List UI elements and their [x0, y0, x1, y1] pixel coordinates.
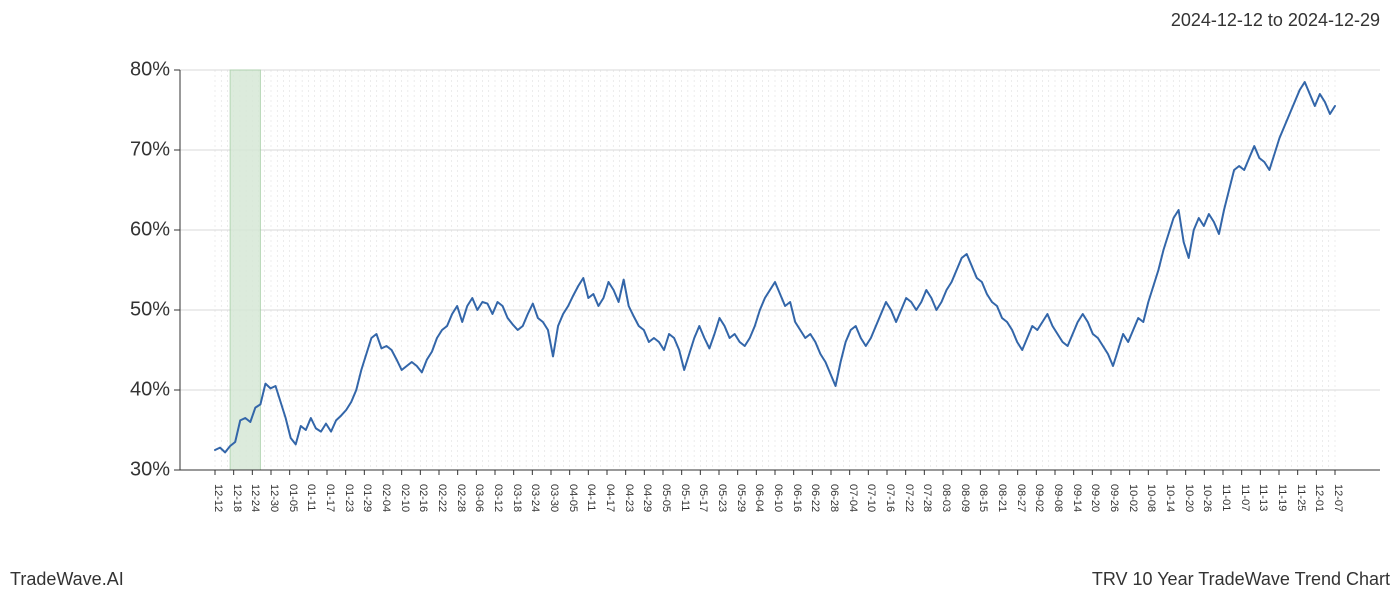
- x-tick-label: 01-23: [343, 484, 355, 512]
- x-tick-label: 10-20: [1183, 484, 1195, 512]
- x-tick-label: 07-04: [847, 484, 859, 512]
- x-tick-label: 10-02: [1127, 484, 1139, 512]
- x-tick-label: 06-04: [753, 484, 765, 512]
- x-tick-label: 01-29: [361, 484, 373, 512]
- x-tick-label: 02-28: [455, 484, 467, 512]
- x-tick-label: 08-27: [1015, 484, 1027, 512]
- x-tick-label: 04-11: [585, 484, 597, 511]
- x-tick-label: 12-18: [231, 484, 243, 512]
- x-tick-label: 02-22: [436, 484, 448, 512]
- chart-plot-area: [180, 70, 1380, 470]
- x-tick-label: 09-26: [1108, 484, 1120, 512]
- x-tick-label: 09-02: [1033, 484, 1045, 512]
- y-tick-label: 40%: [130, 379, 170, 402]
- x-tick-label: 11-07: [1239, 484, 1251, 511]
- y-tick-label: 70%: [130, 139, 170, 162]
- x-tick-label: 12-30: [268, 484, 280, 512]
- y-tick-label: 30%: [130, 459, 170, 482]
- y-tick-label: 50%: [130, 299, 170, 322]
- x-tick-label: 07-22: [903, 484, 915, 512]
- x-tick-label: 12-01: [1313, 484, 1325, 512]
- x-tick-label: 09-08: [1052, 484, 1064, 512]
- x-tick-label: 05-11: [679, 484, 691, 511]
- x-tick-label: 04-23: [623, 484, 635, 512]
- x-tick-label: 03-30: [548, 484, 560, 512]
- x-tick-label: 07-10: [865, 484, 877, 512]
- x-tick-label: 08-15: [977, 484, 989, 512]
- x-tick-label: 08-09: [959, 484, 971, 512]
- footer-title: TRV 10 Year TradeWave Trend Chart: [1092, 569, 1390, 590]
- x-tick-label: 05-29: [735, 484, 747, 512]
- x-tick-label: 09-20: [1089, 484, 1101, 512]
- x-tick-label: 02-10: [399, 484, 411, 512]
- x-tick-label: 03-18: [511, 484, 523, 512]
- x-tick-label: 12-24: [249, 484, 261, 512]
- x-axis-labels: 12-12 12-18 12-24 12-30 01-05 01-11 01-17 01-23…: [180, 478, 1380, 558]
- x-tick-label: 06-22: [809, 484, 821, 512]
- x-tick-label: 07-16: [884, 484, 896, 512]
- x-tick-label: 04-29: [641, 484, 653, 512]
- y-tick-label: 80%: [130, 59, 170, 82]
- x-tick-label: 07-28: [921, 484, 933, 512]
- x-tick-label: 08-21: [996, 484, 1008, 512]
- x-tick-label: 11-13: [1257, 484, 1269, 511]
- x-tick-label: 03-12: [492, 484, 504, 512]
- x-tick-label: 08-03: [940, 484, 952, 512]
- x-tick-label: 06-28: [828, 484, 840, 512]
- chart-svg: [180, 70, 1380, 470]
- footer-brand: TradeWave.AI: [10, 569, 124, 590]
- x-tick-label: 04-17: [604, 484, 616, 512]
- x-tick-label: 06-16: [791, 484, 803, 512]
- x-tick-label: 10-08: [1145, 484, 1157, 512]
- x-tick-label: 06-10: [772, 484, 784, 512]
- x-tick-label: 10-26: [1201, 484, 1213, 512]
- x-tick-label: 03-24: [529, 484, 541, 512]
- x-tick-label: 01-05: [287, 484, 299, 512]
- x-tick-label: 12-12: [212, 484, 224, 512]
- x-tick-label: 12-07: [1332, 484, 1344, 512]
- y-axis-labels: 30%40%50%60%70%80%: [110, 70, 170, 470]
- x-tick-label: 05-05: [660, 484, 672, 512]
- x-tick-label: 04-05: [567, 484, 579, 512]
- x-tick-label: 05-23: [716, 484, 728, 512]
- x-tick-label: 02-16: [417, 484, 429, 512]
- x-tick-label: 11-25: [1295, 484, 1307, 511]
- x-tick-label: 09-14: [1071, 484, 1083, 512]
- x-tick-label: 02-04: [380, 484, 392, 512]
- date-range-label: 2024-12-12 to 2024-12-29: [1171, 10, 1380, 31]
- x-tick-label: 03-06: [473, 484, 485, 512]
- x-tick-label: 05-17: [697, 484, 709, 512]
- x-tick-label: 11-01: [1220, 484, 1232, 511]
- y-tick-label: 60%: [130, 219, 170, 242]
- x-tick-label: 01-17: [324, 484, 336, 512]
- x-tick-label: 01-11: [305, 484, 317, 511]
- x-tick-label: 10-14: [1164, 484, 1176, 512]
- x-tick-label: 11-19: [1276, 484, 1288, 511]
